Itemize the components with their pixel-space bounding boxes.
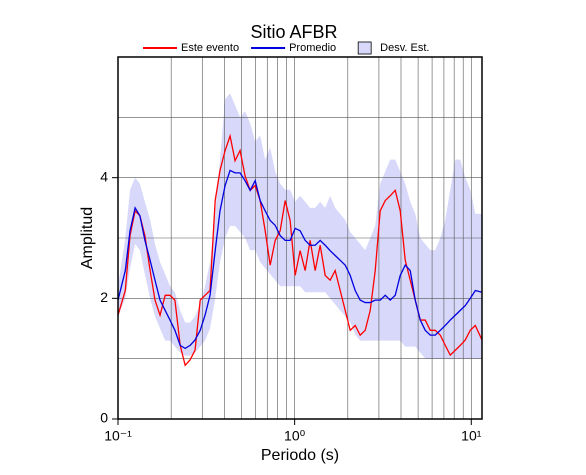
x-tick-label: 10⁻¹ — [104, 428, 132, 444]
x-tick-label: 10⁰ — [284, 428, 306, 444]
x-axis-label: Periodo (s) — [261, 447, 339, 464]
legend-label: Desv. Est. — [380, 42, 429, 54]
series-line — [117, 169, 483, 350]
plot-frame — [117, 56, 483, 420]
y-tick-label: 4 — [100, 168, 108, 184]
legend-label: Promedio — [289, 42, 336, 54]
x-tick-label: 10¹ — [461, 428, 482, 444]
y-axis-label: Amplitud — [79, 207, 96, 269]
y-tick-label: 2 — [100, 289, 108, 305]
chart-title: Sitio AFBR — [250, 22, 337, 42]
std-band — [118, 93, 482, 359]
legend-label: Este evento — [181, 42, 239, 54]
y-tick-label: 0 — [100, 410, 108, 426]
legend-swatch — [357, 41, 372, 55]
